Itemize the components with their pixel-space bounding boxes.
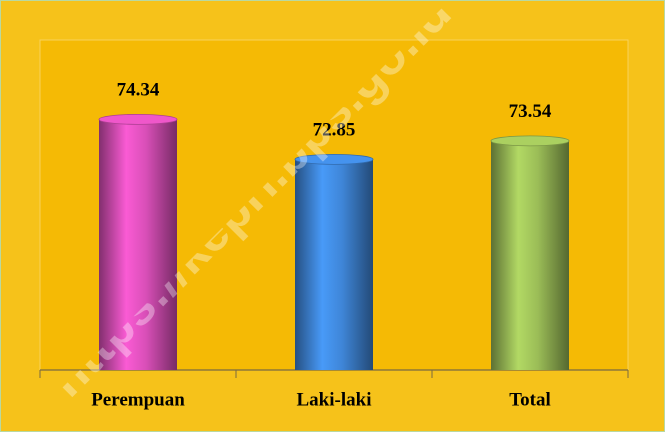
bar	[295, 159, 373, 370]
value-label: 72.85	[313, 120, 356, 141]
bar-cap	[490, 135, 570, 147]
x-tick-label: Laki-laki	[297, 389, 372, 410]
x-tick-label: Total	[509, 389, 551, 410]
x-tick-label: Perempuan	[91, 389, 185, 410]
value-label: 73.54	[509, 101, 552, 122]
bar	[491, 140, 569, 370]
bar-cap	[98, 113, 178, 125]
value-label: 74.34	[117, 80, 160, 101]
bar-cap	[294, 153, 374, 165]
bar	[99, 119, 177, 370]
